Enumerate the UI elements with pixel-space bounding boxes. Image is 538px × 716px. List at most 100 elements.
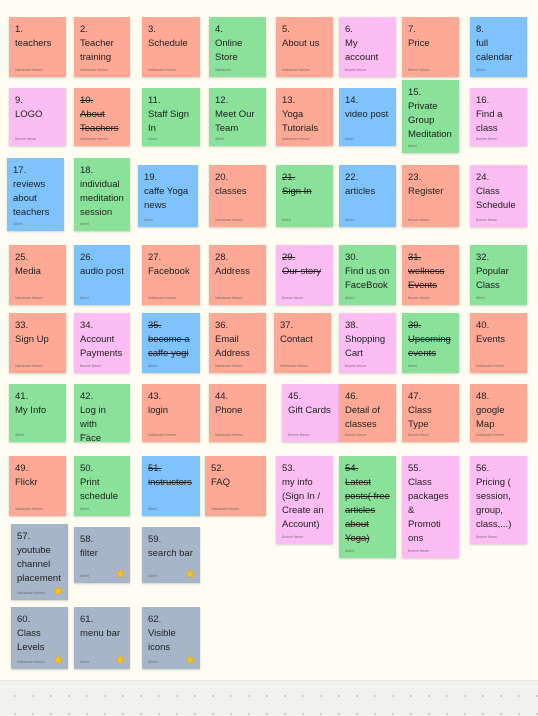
sticky-note[interactable]: 28. Address Nathanael Hensel bbox=[209, 245, 266, 305]
sticky-note[interactable]: 50. Print schedule Albert bbox=[74, 456, 130, 516]
sticky-note-author: Albert bbox=[345, 218, 355, 222]
sticky-note-author: Bonnie Neuer bbox=[476, 535, 498, 539]
sticky-note[interactable]: 2. Teacher training Nathanael Hensel bbox=[74, 17, 130, 77]
sticky-note-text: 54. Latest posts( free articles about Yo… bbox=[345, 463, 390, 544]
sticky-note-author: Albert bbox=[80, 660, 90, 664]
sticky-note-text: 24. Class Schedule bbox=[476, 172, 516, 211]
sticky-note-text: 56. Pricing ( session, group, class,...) bbox=[476, 463, 512, 530]
sticky-note[interactable]: 29. Our story Bonnie Neuer bbox=[276, 245, 333, 305]
sticky-note[interactable]: 9. LOGO Bonnie Neuer bbox=[9, 88, 66, 146]
sticky-note[interactable]: 23. Register Bonnie Neuer bbox=[402, 165, 459, 227]
sticky-note[interactable]: 7. Price Bonnie Neuer bbox=[402, 17, 459, 77]
sticky-note[interactable]: 43. login Nathanael Hensel bbox=[142, 384, 200, 442]
sticky-note-text: 36. Email Address bbox=[215, 320, 250, 359]
sticky-note[interactable]: 58. filter Albert ★ bbox=[74, 527, 130, 583]
sticky-note[interactable]: 18. individual meditation session Albert bbox=[74, 158, 130, 231]
sticky-note[interactable]: 44. Phone Nathanael Hensel bbox=[209, 384, 266, 442]
sticky-note[interactable]: 39. Upcoming events Albert bbox=[402, 313, 459, 373]
sticky-note[interactable]: 49. Flickr Nathanael Hensel bbox=[9, 456, 66, 516]
sticky-note-author: Bonnie Neuer bbox=[80, 364, 102, 368]
sticky-note[interactable]: 24. Class Schedule Bonnie Neuer bbox=[470, 165, 527, 227]
sticky-note-author: Nathanael Hensel bbox=[476, 433, 504, 437]
sticky-note[interactable]: 35. become a caffe yogi Albert bbox=[142, 313, 200, 373]
sticky-note-text: 41. My Info bbox=[15, 391, 47, 416]
sticky-note-text: 5. About us bbox=[282, 24, 320, 49]
sticky-note-author: Nathanael Hensel bbox=[15, 364, 43, 368]
sticky-note[interactable]: 53. my info (Sign In / Create an Account… bbox=[276, 456, 333, 544]
sticky-note[interactable]: 55. Class packages & Promoti ons Bonnie N… bbox=[402, 456, 459, 558]
sticky-note[interactable]: 21. Sign In Albert bbox=[276, 165, 333, 227]
sticky-note[interactable]: 46. Detail of classes Bonnie Neuer bbox=[339, 384, 396, 442]
sticky-note-text: 44. Phone bbox=[215, 391, 243, 416]
dotted-canvas-area[interactable] bbox=[0, 680, 538, 716]
sticky-note-author: Nathanael Hensel bbox=[282, 137, 310, 141]
sticky-note[interactable]: 27. Facebook Nathanael Hensel bbox=[142, 245, 200, 305]
sticky-note[interactable]: 56. Pricing ( session, group, class,...)… bbox=[470, 456, 527, 544]
sticky-note[interactable]: 37. Contact Nathanael Hensel bbox=[274, 313, 331, 373]
sticky-note[interactable]: 52. FAQ Nathanael Hensel bbox=[205, 456, 266, 516]
sticky-note[interactable]: 25. Media Nathanael Hensel bbox=[9, 245, 66, 305]
sticky-note[interactable]: 10. About Teachers Nathanael Hensel bbox=[74, 88, 130, 146]
sticky-note[interactable]: 31. wellness Events Bonnie Neuer bbox=[402, 245, 459, 305]
sticky-note-author: Albert bbox=[476, 296, 486, 300]
sticky-note[interactable]: 16. Find a class Bonnie Neuer bbox=[470, 88, 527, 146]
sticky-note-text: 28. Address bbox=[215, 252, 250, 277]
sticky-note-author: Nathanael Hensel bbox=[80, 68, 108, 72]
sticky-note-text: 11. Staff Sign In bbox=[148, 95, 190, 134]
sticky-note[interactable]: 36. Email Address Nathanael Hensel bbox=[209, 313, 266, 373]
sticky-note[interactable]: 22. articles Albert bbox=[339, 165, 396, 227]
sticky-note-author: Nathanael Hensel bbox=[15, 507, 43, 511]
sticky-note-text: 46. Detail of classes bbox=[345, 391, 380, 430]
sticky-note-author: Nathanael Hensel bbox=[215, 433, 243, 437]
sticky-note[interactable]: 12. Meet Our Team Albert bbox=[209, 88, 266, 146]
sticky-note[interactable]: 17. reviews about teachers Albert bbox=[7, 158, 64, 231]
sticky-note[interactable]: 19. caffe Yoga news Albert bbox=[138, 165, 198, 227]
sticky-note[interactable]: 11. Staff Sign In Albert bbox=[142, 88, 200, 146]
sticky-note-author: Nathanael Hensel bbox=[215, 296, 243, 300]
sticky-note[interactable]: 30. Find us on FaceBook Albert bbox=[339, 245, 396, 305]
sticky-note[interactable]: 20. classes Nathanael Hensel bbox=[209, 165, 266, 227]
sticky-note-author: Albert bbox=[408, 144, 418, 148]
sticky-note[interactable]: 54. Latest posts( free articles about Yo… bbox=[339, 456, 396, 558]
sticky-note[interactable]: 26. audio post Albert bbox=[74, 245, 130, 305]
sticky-note-author: Albert bbox=[80, 433, 90, 437]
sticky-note-text: 33. Sign Up bbox=[15, 320, 49, 345]
star-sticker-icon: ★ bbox=[184, 566, 196, 581]
sticky-note[interactable]: 4. Online Store Nathanael bbox=[209, 17, 266, 77]
sticky-note-text: 29. Our story bbox=[282, 252, 322, 277]
sticky-note[interactable]: 59. search bar Albert ★ bbox=[142, 527, 200, 583]
sticky-note-author: Bonnie Neuer bbox=[408, 68, 430, 72]
sticky-note[interactable]: 51. instructors Albert bbox=[142, 456, 200, 516]
sticky-note[interactable]: 33. Sign Up Nathanael Hensel bbox=[9, 313, 66, 373]
sticky-note-author: Bonnie Neuer bbox=[408, 433, 430, 437]
sticky-note[interactable]: 38. Shopping Cart Bonnie Neuer bbox=[339, 313, 396, 373]
sticky-note[interactable]: 62. Visible icons Albert ★ bbox=[142, 607, 200, 669]
sticky-note-text: 39. Upcoming events bbox=[408, 320, 451, 359]
sticky-note[interactable]: 60. Class Levels Nathanael Hensel ★ bbox=[11, 607, 68, 669]
sticky-note[interactable]: 3. Schedule Nathanael Hensel bbox=[142, 17, 200, 77]
sticky-note[interactable]: 6. My account Bonnie Neuer bbox=[339, 17, 396, 77]
sticky-note[interactable]: 48. google Map Nathanael Hensel bbox=[470, 384, 527, 442]
sticky-note[interactable]: 8. full calendar Albert bbox=[470, 17, 527, 77]
sticky-note-text: 17. reviews about teachers bbox=[13, 165, 50, 218]
sticky-note-author: Bonnie Neuer bbox=[476, 218, 498, 222]
sticky-note-author: Nathanael bbox=[215, 68, 231, 72]
sticky-note[interactable]: 57. youtube channel placement Nathanael H… bbox=[11, 524, 68, 600]
sticky-note[interactable]: 32. Popular Class Albert bbox=[470, 245, 527, 305]
sticky-note[interactable]: 15. Private Group Meditation Albert bbox=[402, 80, 459, 153]
sticky-note[interactable]: 1. teachers Nathanael Hensel bbox=[9, 17, 66, 77]
sticky-note[interactable]: 40. Events Nathanael Hensel bbox=[470, 313, 527, 373]
sticky-note[interactable]: 47. Class Type Bonnie Neuer bbox=[402, 384, 459, 442]
whiteboard-canvas[interactable]: 1. teachers Nathanael Hensel 2. Teacher tr… bbox=[0, 0, 538, 680]
sticky-note[interactable]: 41. My Info Albert bbox=[9, 384, 66, 442]
sticky-note[interactable]: 13. Yoga Tutorials Nathanael Hensel bbox=[276, 88, 333, 146]
sticky-note[interactable]: 14. video post Albert bbox=[339, 88, 396, 146]
sticky-note[interactable]: 45. Gift Cards Bonnie Neuer bbox=[282, 384, 339, 442]
sticky-note-author: Albert bbox=[282, 218, 292, 222]
sticky-note[interactable]: 61. menu bar Albert ★ bbox=[74, 607, 130, 669]
sticky-note[interactable]: 5. About us Nathanael Hensel bbox=[276, 17, 333, 77]
sticky-note-text: 23. Register bbox=[408, 172, 444, 197]
star-sticker-icon: ★ bbox=[114, 652, 126, 667]
sticky-note[interactable]: 34. Account Payments Bonnie Neuer bbox=[74, 313, 130, 373]
